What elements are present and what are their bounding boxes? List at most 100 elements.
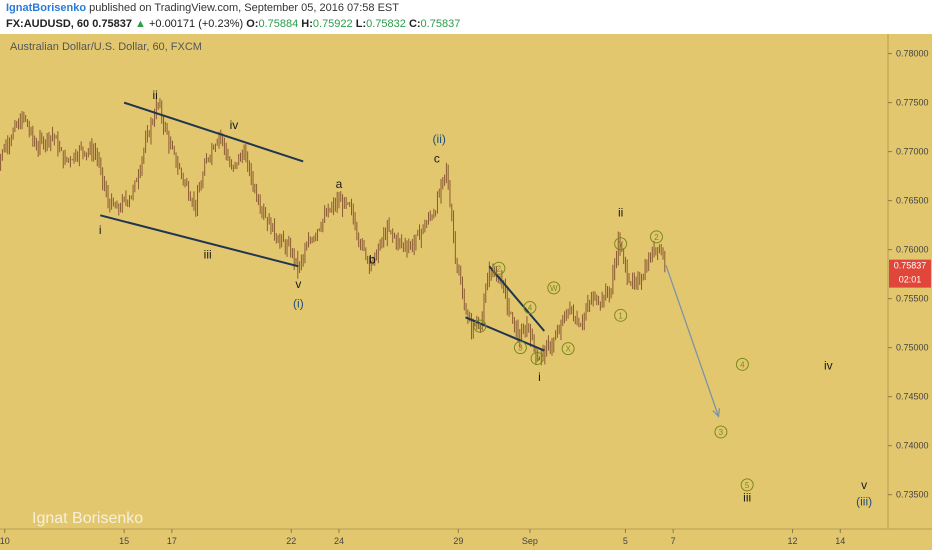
y-tick-label: 0.77000 xyxy=(896,147,929,157)
x-tick-label: 5 xyxy=(623,536,628,546)
y-tick-label: 0.73500 xyxy=(896,490,929,500)
price-chart[interactable]: Australian Dollar/U.S. Dollar, 60, FXCM … xyxy=(0,34,932,550)
y-tick-label: 0.74500 xyxy=(896,392,929,402)
channel-lines[interactable] xyxy=(100,101,546,352)
ohlc-line: FX:AUDUSD, 60 0.75837 ▲ +0.00171 (+0.23%… xyxy=(6,18,460,30)
wave-label: b xyxy=(369,252,376,266)
wave-circle-icon xyxy=(523,300,537,314)
wave-circle-icon xyxy=(735,357,749,371)
x-tick-label: 14 xyxy=(835,536,845,546)
arrowhead-icon xyxy=(712,408,721,418)
wave-circle-icon xyxy=(561,342,575,356)
symbol-label[interactable]: FX:AUDUSD, 60 xyxy=(6,18,90,30)
wave-label: ii xyxy=(618,205,623,219)
time-axis[interactable] xyxy=(0,529,932,550)
wave-circle-icon xyxy=(614,237,628,251)
high-value: 0.75922 xyxy=(312,18,353,30)
wave-label: a xyxy=(336,177,343,191)
chart-area[interactable]: Australian Dollar/U.S. Dollar, 60, FXCM … xyxy=(0,34,932,550)
y-tick-label: 0.76000 xyxy=(896,245,929,255)
x-tick-label: 17 xyxy=(167,536,177,546)
x-tick-label: 10 xyxy=(0,536,10,546)
x-tick-label: 12 xyxy=(788,536,798,546)
wave-label: 4 xyxy=(528,303,533,312)
wave-circle-icon xyxy=(473,319,487,333)
wave-label: (i) xyxy=(293,297,304,311)
high-label: H: xyxy=(301,18,313,30)
wave-label: 5 xyxy=(535,354,540,363)
price-tag-box xyxy=(889,259,931,288)
wave-label: 1 xyxy=(478,322,483,331)
y-tick-label: 0.75500 xyxy=(896,294,929,304)
watermark: Ignat Borisenko xyxy=(32,510,143,527)
x-tick-label: 7 xyxy=(671,536,676,546)
y-ticks: 0.78000 0.77500 0.77000 0.76500 0.76000 0.755… xyxy=(888,49,929,500)
wave-circle-icon xyxy=(614,308,628,322)
y-tick-label: 0.77500 xyxy=(896,98,929,108)
open-value: 0.75884 xyxy=(258,18,299,30)
wave-label: W xyxy=(550,284,558,293)
trend-line[interactable] xyxy=(123,101,304,163)
y-tick-label: 0.78000 xyxy=(896,49,929,59)
wave-circle-icon xyxy=(547,281,561,295)
candles xyxy=(0,97,666,366)
publish-line: IgnatBorisenko published on TradingView.… xyxy=(6,2,399,14)
wave-label: i xyxy=(538,370,541,384)
x-tick-label: 24 xyxy=(334,536,344,546)
x-tick-label: 29 xyxy=(453,536,463,546)
wave-label: v xyxy=(861,478,867,492)
publish-info: published on TradingView.com, September … xyxy=(89,2,399,14)
y-tick-label: 0.74000 xyxy=(896,441,929,451)
wave-label: ii xyxy=(152,88,157,102)
price-tag-time: 02:01 xyxy=(899,275,922,285)
wave-label: iv xyxy=(230,118,239,132)
low-label: L: xyxy=(355,18,367,30)
close-value: 0.75837 xyxy=(420,18,461,30)
wave-label: 4 xyxy=(740,360,745,369)
wave-label: 3 xyxy=(518,344,523,353)
wave-labels: iiiviiiiv(i)ab(ii)ciiiiiiivv(iii)12345WX… xyxy=(99,88,872,509)
price-change: +0.00171 (+0.23%) xyxy=(148,18,244,30)
x-tick-label: 22 xyxy=(286,536,296,546)
close-label: C: xyxy=(408,18,421,30)
up-arrow-icon: ▲ xyxy=(135,18,146,30)
open-label: O: xyxy=(246,18,259,30)
trend-line[interactable] xyxy=(100,214,299,268)
x-ticks: 10 15 17 22 24 29 Sep 5 7 12 14 xyxy=(0,529,845,546)
price-tag-value: 0.75837 xyxy=(894,261,927,271)
wave-label: iii xyxy=(743,491,751,505)
wave-label: i xyxy=(99,223,102,237)
wave-label: (iii) xyxy=(856,495,872,509)
wave-label: v xyxy=(295,277,301,291)
wave-circle-icon xyxy=(492,261,506,275)
plot-background xyxy=(0,34,888,529)
last-price: 0.75837 xyxy=(92,18,132,30)
wave-label: 3 xyxy=(719,428,724,437)
chart-title: Australian Dollar/U.S. Dollar, 60, FXCM xyxy=(10,41,202,53)
wave-label: 5 xyxy=(745,481,750,490)
wave-label: 2 xyxy=(497,264,502,273)
trend-line[interactable] xyxy=(465,316,545,352)
author-link[interactable]: IgnatBorisenko xyxy=(6,2,87,14)
wave-label: Y xyxy=(618,240,624,249)
trend-line[interactable] xyxy=(488,265,546,332)
x-tick-label: 15 xyxy=(119,536,129,546)
projection-line[interactable] xyxy=(665,265,720,417)
wave-label: (ii) xyxy=(433,132,446,146)
wave-label: iii xyxy=(204,248,212,262)
wave-circle-icon xyxy=(740,478,754,492)
wave-label: c xyxy=(434,151,440,165)
wave-label: X xyxy=(565,345,571,354)
x-tick-label: Sep xyxy=(522,536,538,546)
wave-label: 2 xyxy=(654,233,659,242)
price-tag: 0.75837 02:01 xyxy=(889,259,931,288)
y-tick-label: 0.76500 xyxy=(896,196,929,206)
low-value: 0.75832 xyxy=(366,18,406,30)
wave-circle-icon xyxy=(513,341,527,355)
projection-arrow[interactable] xyxy=(665,265,721,418)
wave-label: 1 xyxy=(618,311,623,320)
chart-header: IgnatBorisenko published on TradingView.… xyxy=(0,0,932,34)
wave-circle-icon xyxy=(714,425,728,439)
wave-circle-icon xyxy=(530,351,544,365)
wave-label: iv xyxy=(824,358,833,372)
